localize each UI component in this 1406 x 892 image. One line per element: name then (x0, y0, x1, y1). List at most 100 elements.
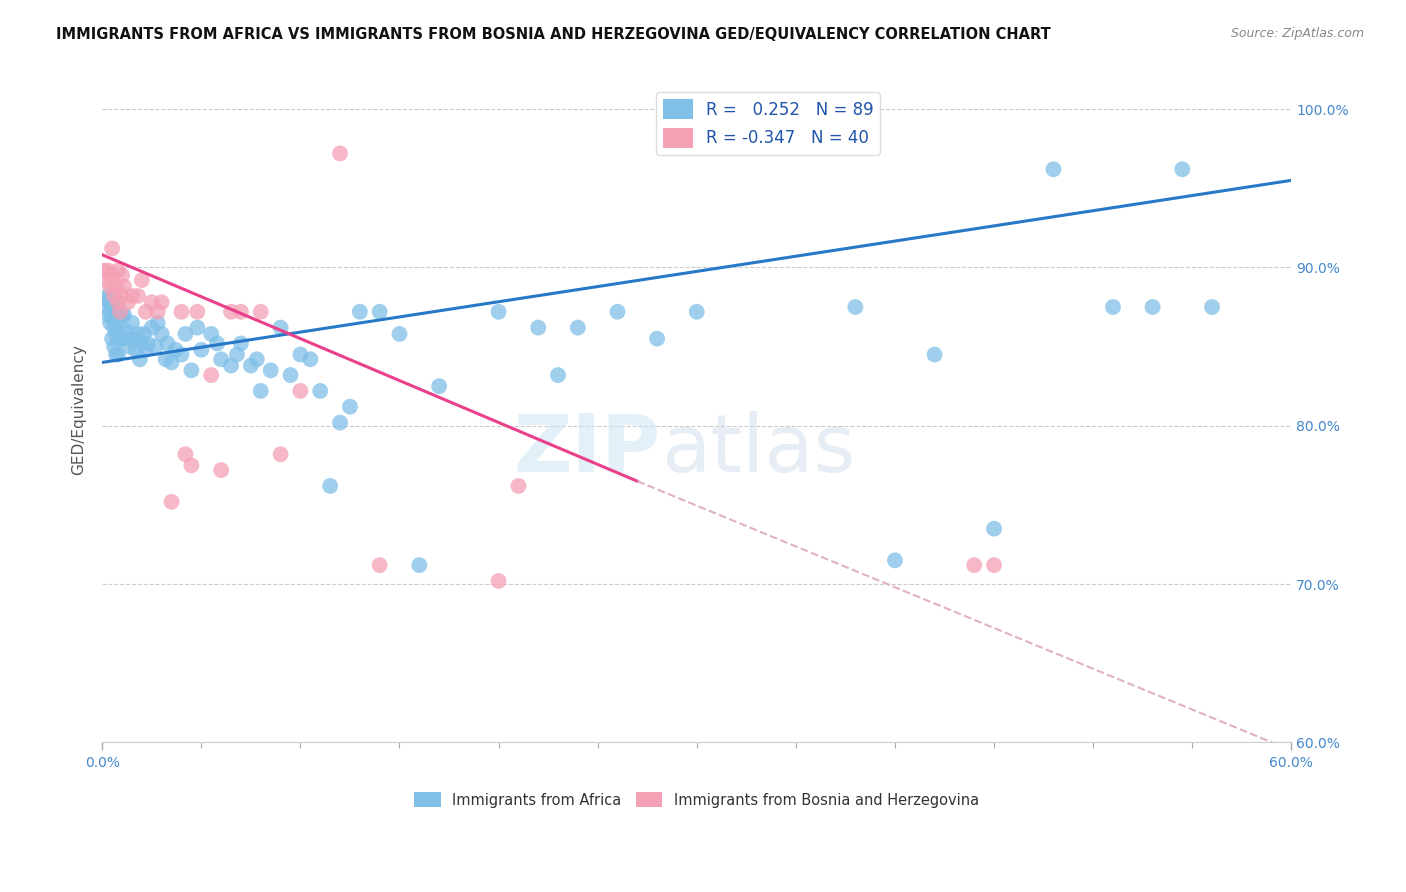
Point (329, 146, 352, 161)
Point (174, 326, 197, 341)
Point (103, 340, 125, 354)
Point (103, 320, 125, 334)
Point (112, 308, 135, 322)
Point (645, 332, 668, 346)
Point (260, 363, 283, 377)
Point (105, 347, 128, 361)
Point (150, 295, 173, 310)
Point (219, 359, 242, 373)
Point (488, 574, 510, 588)
Point (150, 326, 173, 341)
Point (101, 332, 124, 346)
Point (963, 558, 986, 573)
Point (127, 326, 149, 341)
Point (1142, 300, 1164, 314)
Point (101, 242, 124, 256)
Point (135, 305, 157, 319)
Point (924, 347, 946, 361)
Point (209, 352, 232, 367)
Point (246, 352, 269, 367)
Point (844, 300, 866, 314)
Point (101, 268, 124, 283)
Point (103, 300, 125, 314)
Point (427, 379, 450, 393)
Point (108, 332, 131, 346)
Point (145, 340, 167, 354)
Point (103, 289, 125, 303)
Point (101, 311, 124, 326)
Point (97, 263, 120, 277)
Point (388, 326, 411, 341)
Point (156, 336, 179, 351)
Point (136, 336, 159, 351)
Point (146, 305, 169, 319)
Text: IMMIGRANTS FROM AFRICA VS IMMIGRANTS FROM BOSNIA AND HERZEGOVINA GED/EQUIVALENCY: IMMIGRANTS FROM AFRICA VS IMMIGRANTS FRO… (56, 27, 1052, 42)
Point (108, 305, 131, 319)
Legend: Immigrants from Africa, Immigrants from Bosnia and Herzegovina: Immigrants from Africa, Immigrants from … (409, 786, 986, 814)
Point (270, 447, 292, 461)
Point (98, 295, 121, 310)
Point (141, 295, 163, 310)
Point (186, 320, 208, 334)
Point (174, 447, 197, 461)
Point (93, 263, 115, 277)
Point (107, 347, 129, 361)
Point (229, 305, 252, 319)
Point (105, 279, 128, 293)
Point (765, 115, 787, 129)
Point (329, 416, 352, 430)
Point (508, 479, 530, 493)
Y-axis label: GED/Equivalency: GED/Equivalency (72, 344, 86, 475)
Point (686, 305, 709, 319)
Point (219, 305, 242, 319)
Point (606, 305, 628, 319)
Point (117, 295, 139, 310)
Point (567, 320, 589, 334)
Point (98, 279, 121, 293)
Point (131, 336, 153, 351)
Point (131, 273, 153, 287)
Point (97, 289, 120, 303)
Point (249, 305, 271, 319)
Text: ZIP: ZIP (513, 411, 661, 489)
Point (121, 316, 143, 330)
Point (983, 558, 1005, 573)
Point (983, 522, 1005, 536)
Point (111, 289, 134, 303)
Point (107, 300, 129, 314)
Point (170, 305, 193, 319)
Point (160, 355, 183, 369)
Point (527, 320, 550, 334)
Point (121, 289, 143, 303)
Point (125, 343, 148, 357)
Point (1102, 300, 1125, 314)
Text: atlas: atlas (661, 411, 855, 489)
Point (229, 336, 252, 351)
Point (200, 326, 222, 341)
Point (368, 305, 391, 319)
Point (290, 384, 312, 398)
Point (180, 458, 202, 473)
Point (127, 289, 149, 303)
Point (1171, 162, 1194, 177)
Point (339, 400, 361, 414)
Point (117, 332, 139, 346)
Point (280, 368, 302, 383)
Text: Source: ZipAtlas.com: Source: ZipAtlas.com (1230, 27, 1364, 40)
Point (488, 305, 510, 319)
Point (98, 316, 121, 330)
Point (122, 332, 145, 346)
Point (226, 347, 249, 361)
Point (1201, 300, 1223, 314)
Point (108, 311, 131, 326)
Point (111, 268, 134, 283)
Point (93, 300, 115, 314)
Point (141, 320, 163, 334)
Point (186, 305, 208, 319)
Point (165, 343, 187, 357)
Point (96, 292, 118, 306)
Point (101, 300, 124, 314)
Point (115, 324, 138, 338)
Point (155, 352, 177, 367)
Point (319, 479, 342, 493)
